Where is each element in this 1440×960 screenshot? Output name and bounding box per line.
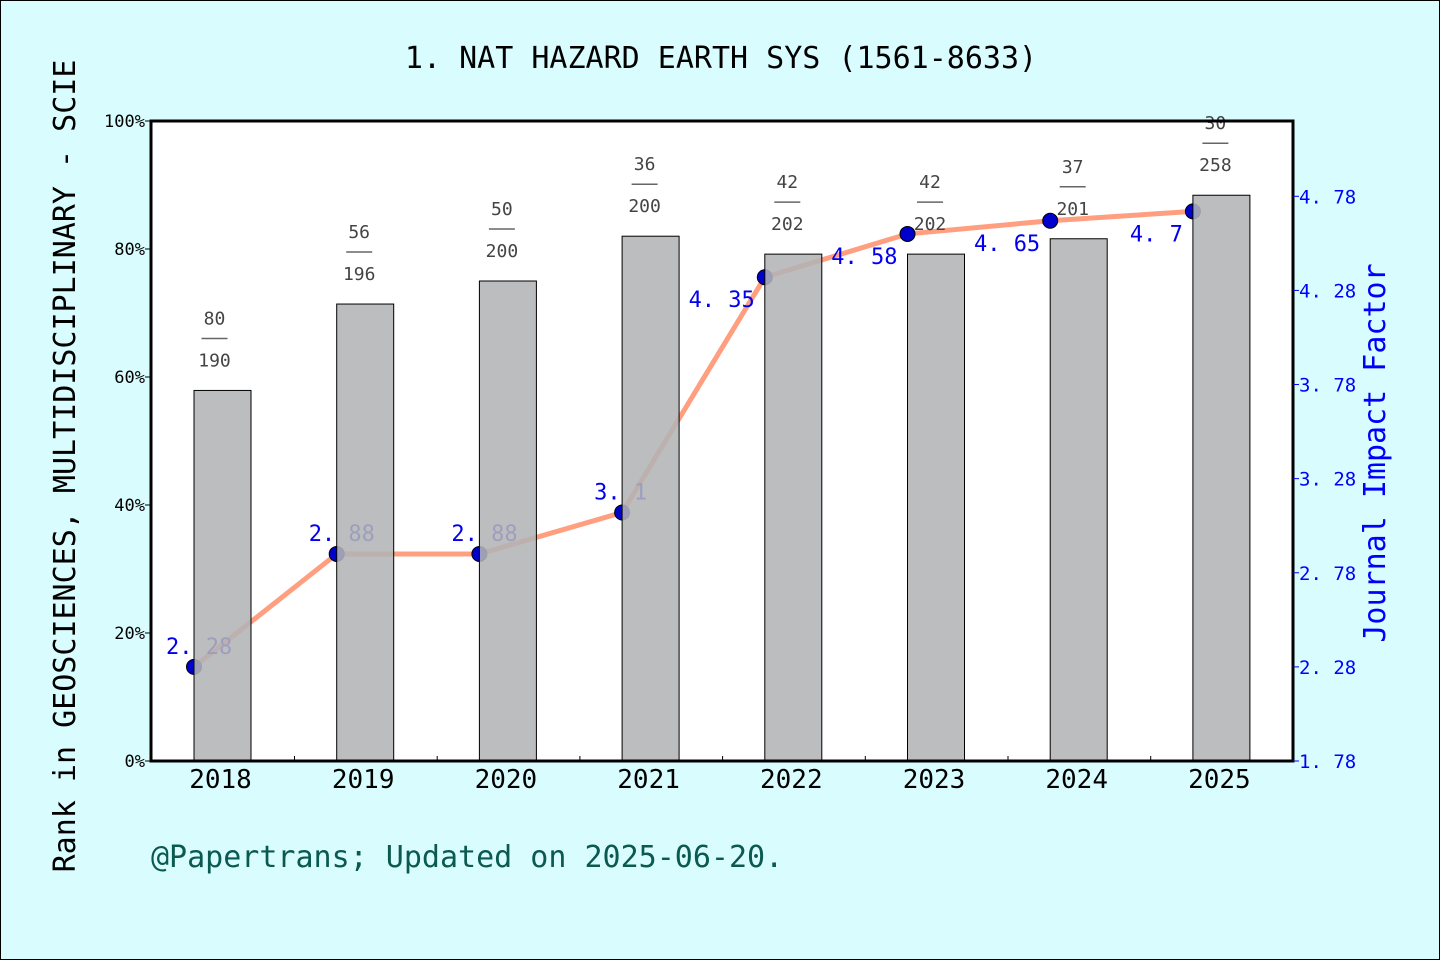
footer-credit: @Papertrans; Updated on 2025-06-20.: [151, 840, 783, 875]
plot-frame: [149, 119, 1295, 763]
right-tick-label: 1. 78: [1299, 751, 1356, 773]
x-tick-label: 2019: [332, 765, 395, 795]
x-tick-label: 2018: [189, 765, 252, 795]
rank-label: 42: [776, 172, 798, 193]
rank-bar: [1192, 194, 1251, 762]
rank-bar: [336, 303, 395, 762]
left-tick-label: 100%: [104, 112, 145, 132]
chart-title: 1. NAT HAZARD EARTH SYS (1561-8633): [405, 41, 1037, 76]
total-label: 201: [1056, 199, 1089, 220]
rank-bar: [764, 253, 823, 762]
right-tick-label: 3. 28: [1299, 469, 1356, 491]
right-tick-label: 4. 78: [1299, 186, 1356, 208]
left-tick-label: 20%: [114, 624, 145, 644]
total-label: 200: [486, 241, 519, 262]
rank-bar: [621, 235, 680, 762]
impact-factor-point: [1042, 212, 1059, 229]
right-tick-label: 4. 28: [1299, 280, 1356, 302]
impact-factor-label: 4. 65: [974, 232, 1040, 257]
left-tick-label: 0%: [125, 752, 145, 772]
rank-label: 30: [1205, 113, 1227, 134]
rank-bar: [478, 280, 537, 762]
right-tick-label: 2. 28: [1299, 657, 1356, 679]
left-tick-label: 40%: [114, 496, 145, 516]
rank-label: 36: [634, 154, 656, 175]
rank-label: 37: [1062, 157, 1084, 178]
right-tick-label: 2. 78: [1299, 563, 1356, 585]
rank-label: 80: [204, 308, 226, 329]
total-label: 200: [628, 196, 661, 217]
rank-bar: [907, 253, 965, 762]
impact-factor-label: 4. 58: [831, 245, 897, 270]
x-tick-label: 2021: [617, 765, 680, 795]
impact-factor-point: [899, 225, 916, 242]
left-axis-label: Rank in GEOSCIENCES, MULTIDISCIPLINARY -…: [48, 60, 83, 873]
rank-bar: [1049, 238, 1108, 762]
total-label: 202: [771, 214, 804, 235]
right-axis-label: Journal Impact Factor: [1358, 263, 1393, 642]
impact-factor-label: 4. 7: [1130, 222, 1183, 247]
left-tick-label: 80%: [114, 240, 145, 260]
x-tick-label: 2020: [475, 765, 538, 795]
total-label: 190: [198, 350, 231, 371]
rank-bar: [193, 389, 252, 762]
rank-label: 56: [348, 222, 370, 243]
x-tick-label: 2023: [903, 765, 966, 795]
x-tick-label: 2024: [1045, 765, 1108, 795]
rank-label: 42: [919, 172, 941, 193]
x-tick-label: 2025: [1188, 765, 1251, 795]
total-label: 202: [914, 214, 947, 235]
right-tick-label: 3. 78: [1299, 375, 1356, 397]
rank-label: 50: [491, 199, 513, 220]
impact-factor-label: 4. 35: [689, 288, 755, 313]
x-tick-label: 2022: [760, 765, 823, 795]
total-label: 196: [343, 264, 376, 285]
left-tick-label: 60%: [114, 368, 145, 388]
total-label: 258: [1199, 155, 1232, 176]
